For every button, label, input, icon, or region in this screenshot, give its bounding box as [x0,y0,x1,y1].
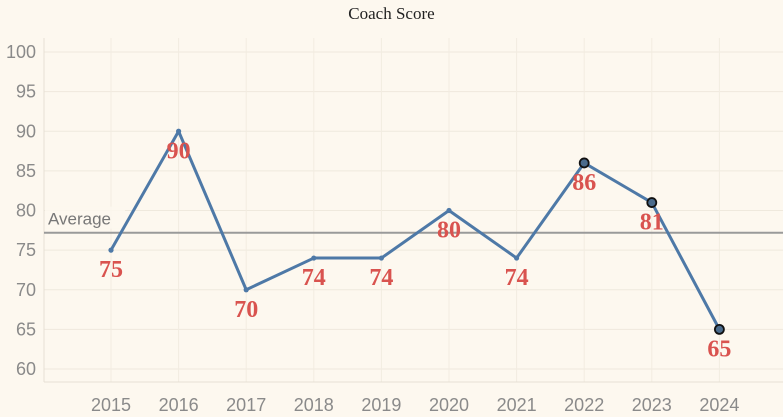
data-label-2017: 70 [234,297,258,323]
x-tick-label-2023: 2023 [632,395,672,415]
y-tick-label-75: 75 [16,240,36,260]
y-tick-label-85: 85 [16,161,36,181]
y-tick-label-80: 80 [16,201,36,221]
series-line [109,129,721,331]
x-tick-label-2017: 2017 [226,395,266,415]
x-tick-label-2020: 2020 [429,395,469,415]
x-tick-label-2016: 2016 [159,395,199,415]
data-label-2020: 80 [437,218,461,244]
average-label-background [45,206,125,229]
y-tick-label-100: 100 [6,42,36,62]
data-label-2024: 65 [707,336,731,362]
y-tick-label-65: 65 [16,319,36,339]
data-label-2023: 81 [640,210,664,236]
x-tick-label-2018: 2018 [294,395,334,415]
data-point-2015[interactable] [108,247,114,253]
data-point-2022[interactable] [578,157,590,169]
data-label-2022: 86 [572,170,596,196]
data-point-2020[interactable] [446,207,452,214]
data-label-2021: 74 [505,265,529,291]
x-tick-label-2022: 2022 [564,395,604,415]
chart-title: Coach Score [348,4,435,23]
data-point-2018[interactable] [311,255,317,261]
data-point-2019[interactable] [378,255,384,261]
y-tick-label-60: 60 [16,359,36,379]
x-tick-label-2019: 2019 [361,395,401,415]
x-tick-label-2024: 2024 [699,395,739,415]
x-tick-label-2015: 2015 [91,395,131,415]
data-label-2016: 90 [167,138,191,164]
data-label-2019: 74 [369,265,393,291]
average-label: Average [48,210,111,229]
data-point-2023[interactable] [646,197,658,208]
data-label-2015: 75 [99,257,123,283]
y-tick-label-70: 70 [16,280,36,300]
data-label-2018: 74 [302,265,326,291]
x-tick-label-2021: 2021 [497,395,537,415]
data-point-2021[interactable] [514,255,520,261]
data-point-2024[interactable] [714,323,725,335]
data-point-2016[interactable] [176,128,182,134]
data-point-2017[interactable] [243,287,249,293]
y-tick-label-95: 95 [16,82,36,102]
y-tick-label-90: 90 [16,121,36,141]
